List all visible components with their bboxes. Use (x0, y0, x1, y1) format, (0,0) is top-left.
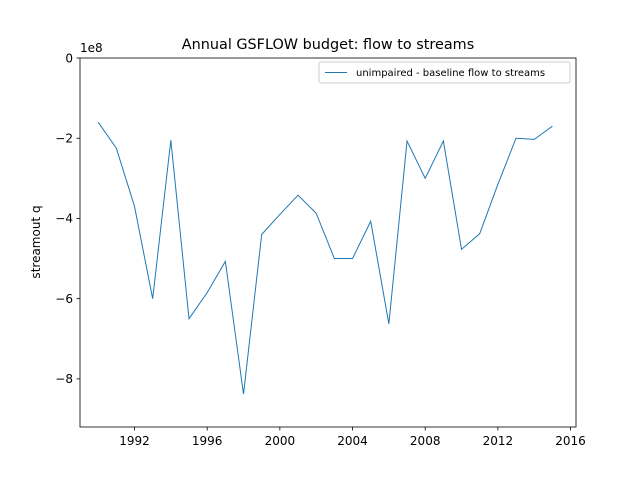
x-tick-label: 1992 (119, 434, 150, 448)
y-axis-label: streamout q (29, 205, 43, 278)
chart-title: Annual GSFLOW budget: flow to streams (182, 37, 474, 53)
x-tick-label: 2012 (483, 434, 514, 448)
y-offset-label: 1e8 (80, 41, 103, 55)
plot-area (79, 57, 577, 428)
x-tick-label: 2008 (410, 434, 441, 448)
legend-box (318, 61, 571, 84)
y-tick-label: −2 (55, 132, 73, 146)
y-tick-label: −6 (55, 292, 73, 306)
y-tick-label: −4 (55, 212, 73, 226)
x-tick-label: 2016 (555, 434, 586, 448)
x-tick-label: 2004 (337, 434, 368, 448)
series-line-unimpaired-baseline (97, 121, 553, 395)
legend-label-unimpaired-baseline: unimpaired - baseline flow to streams (356, 68, 545, 79)
y-tick-label: −8 (55, 372, 73, 386)
x-axis-ticks: 1992 1996 2000 2004 2008 2012 2016 (119, 427, 586, 448)
y-axis-ticks: 0 −2 −4 −6 −8 (55, 51, 80, 386)
y-tick-label: 0 (65, 51, 73, 65)
legend: unimpaired - baseline flow to streams (318, 61, 571, 84)
x-tick-label: 2000 (265, 434, 296, 448)
x-tick-label: 1996 (192, 434, 223, 448)
axes-frame (79, 57, 577, 428)
